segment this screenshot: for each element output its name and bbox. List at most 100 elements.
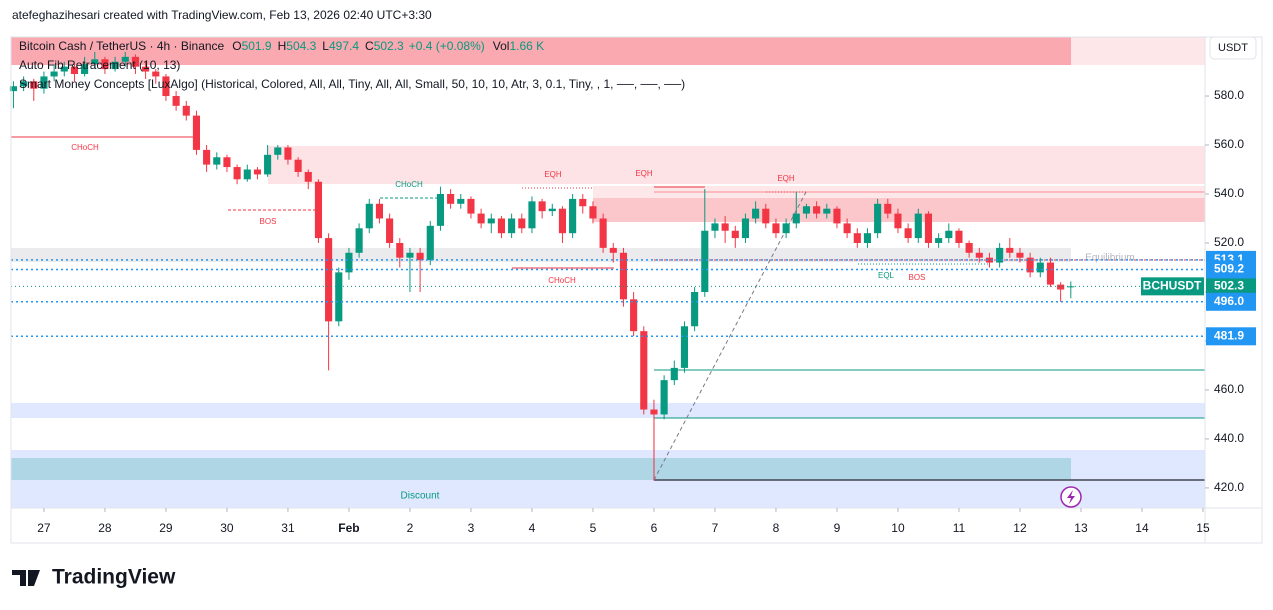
candle-body [772,223,780,234]
x-tick-label: Feb [338,521,359,535]
candle-body [965,242,973,253]
candle-body [935,238,943,243]
level-box [1206,327,1256,346]
annotation: EQL [878,271,895,280]
candle-body [406,252,414,258]
x-tick-label: 10 [891,521,905,535]
brand: TradingView [52,566,176,589]
h-label: H [278,39,287,53]
x-tick-label: 28 [98,521,112,535]
candle-body [1067,286,1075,288]
symbol: Bitcoin Cash / TetherUS · 4h · Binance [19,39,225,53]
candle-body [609,247,617,253]
h-value: 504.3 [286,39,316,53]
last-price-label: 502.3 [1214,279,1244,293]
candle-body [91,59,99,65]
supply-zone [268,146,1205,184]
candle-body [426,225,434,261]
candle-body [741,218,750,239]
level-box [1206,292,1256,311]
candle-body [1026,257,1034,273]
x-tick-label: 13 [1074,521,1088,535]
candle-body [874,203,882,234]
candle-body [304,171,312,182]
o-value: 501.9 [242,39,272,53]
candle-body [569,198,577,234]
candle-body [518,218,526,229]
candle-body [396,242,404,258]
candle-body [81,64,89,74]
brand-logo: TradingView [12,566,176,589]
equilibrium-zone [11,248,1071,262]
level-box [1206,260,1256,279]
candle-body [579,198,587,207]
candle-body [650,409,658,415]
candle-body [447,194,455,204]
candle-body [863,233,872,243]
candle-body [162,76,170,97]
change: +0.4 (+0.08%) [409,39,485,53]
candle-body [558,208,567,234]
fib-trend [653,191,807,481]
x-tick-label: 12 [1013,521,1027,535]
x-tick-label: 3 [468,521,475,535]
panel-frame [10,36,1263,544]
level-label: 509.2 [1214,262,1244,276]
candle-body [121,56,129,62]
candle-body [274,147,282,155]
candle-body [182,105,190,116]
candle-body [457,198,465,204]
level-label: 481.9 [1214,328,1244,342]
currency[interactable]: USDT [1218,42,1248,54]
y-tick-label: 520.0 [1214,235,1244,249]
candle-body [253,169,262,175]
candle-body [680,326,689,368]
discount-zone-dark [11,458,1071,480]
candle-body [599,218,607,248]
legend-line: Bitcoin Cash / TetherUS · 4h · Binance O5… [19,39,544,53]
x-tick-label: 15 [1196,521,1210,535]
candle-body [762,208,770,224]
x-tick-label: 29 [159,521,173,535]
c-value: 502.3 [374,39,404,53]
l-label: L [322,39,329,53]
candle-body [50,71,58,77]
candle-body [924,213,933,243]
y-tick-label: 540.0 [1214,186,1244,200]
candle-body [914,213,922,239]
candle-body [904,228,912,239]
vol-label: Vol [493,39,510,53]
candle-body [436,194,445,226]
candle-body [792,213,800,224]
candle-body [416,252,424,261]
x-tick-label: 5 [590,521,597,535]
candle-body [823,208,831,214]
candle-body [213,157,221,165]
annotations: CHoCH BOS CHoCH EQH EQH CHoCH EQH EQL BO… [71,143,1135,502]
annotation: BOS [260,217,277,226]
candle-body [802,206,811,214]
candle-body [589,206,597,219]
candle-body [30,81,38,89]
candle-body [192,115,201,150]
candle-body [945,230,953,239]
logo-mark [12,570,40,586]
o-label: O [232,39,241,53]
candle-body [985,257,994,263]
demand-zone [11,403,1205,418]
plot [9,51,1205,481]
candle-body [731,230,739,239]
premium-zone-dark [11,37,1071,65]
currency-button[interactable] [1209,36,1257,60]
candle-body [721,223,729,231]
candle-body [955,230,963,243]
alert-bolt [1067,490,1075,504]
premium-zone [11,37,1205,65]
annotation: CHoCH [71,143,99,152]
candle-body [111,61,119,70]
annotation: CHoCH [548,276,576,285]
zones [11,37,1205,508]
candle-body [884,203,892,214]
candle-body [101,59,109,70]
axis-labels: 420.0440.0460.0480.0500.0520.0540.0560.0… [37,88,1256,535]
